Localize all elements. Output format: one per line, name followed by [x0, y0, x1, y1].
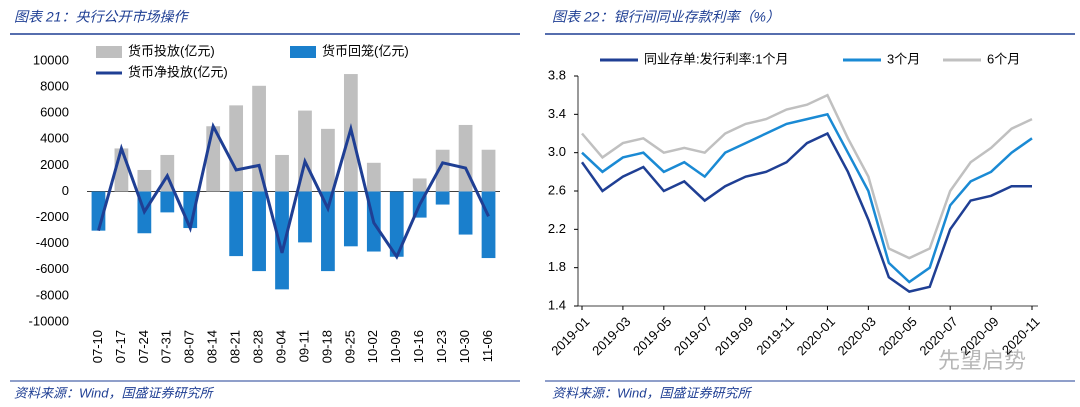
legend-swatch — [96, 46, 122, 58]
y-tick-label: 1.4 — [548, 297, 566, 312]
bar — [229, 191, 244, 257]
x-tick-label: 10-23 — [434, 330, 449, 363]
y-tick-label: 2000 — [40, 157, 69, 172]
x-tick-label: 2020-01 — [794, 314, 838, 358]
x-tick-label: 2019-05 — [630, 314, 674, 358]
bar — [252, 85, 266, 192]
y-tick-label: -4000 — [36, 235, 69, 250]
bar — [343, 191, 358, 247]
bar — [366, 162, 381, 192]
x-tick-label: 09-18 — [319, 330, 334, 363]
y-tick-label: -8000 — [36, 287, 69, 302]
bar — [252, 191, 266, 272]
x-tick-label: 10-16 — [411, 330, 426, 363]
y-tick-label: 6000 — [40, 105, 69, 120]
bar — [481, 191, 496, 259]
y-tick-label: 4000 — [40, 131, 69, 146]
x-tick-label: 2020-05 — [875, 314, 919, 358]
y-tick-label: -10000 — [29, 313, 69, 328]
x-tick-label: 2019-09 — [712, 314, 756, 358]
bar — [481, 149, 496, 192]
x-tick-label: 10-02 — [365, 330, 380, 363]
x-tick-label: 2019-01 — [548, 314, 592, 358]
source: 资料来源：Wind，国盛证券研究所 — [14, 385, 215, 400]
x-tick-label: 08-07 — [182, 330, 197, 363]
bar — [435, 149, 450, 192]
legend-label: 货币净投放(亿元) — [128, 64, 228, 79]
x-tick-label: 07-17 — [113, 330, 128, 363]
y-tick-label: 0 — [62, 183, 69, 198]
y-tick-label: 8000 — [40, 79, 69, 94]
chart-title: 图表 21：央行公开市场操作 — [14, 9, 189, 25]
legend-swatch — [290, 46, 316, 58]
x-tick-label: 10-30 — [457, 330, 472, 363]
y-tick-label: 2.2 — [548, 221, 566, 236]
bar — [321, 128, 335, 192]
legend-label: 3个月 — [887, 51, 920, 66]
chart-title: 图表 22：银行间同业存款利率（%） — [552, 9, 780, 25]
x-tick-label: 11-06 — [480, 330, 495, 362]
bar — [160, 191, 175, 213]
x-tick-label: 09-04 — [273, 330, 288, 363]
bar — [275, 191, 289, 290]
bar — [389, 191, 404, 257]
source: 资料来源：Wind，国盛证券研究所 — [552, 385, 753, 400]
line — [581, 93, 1033, 260]
x-tick-label: 2019-11 — [753, 314, 797, 358]
bar — [321, 191, 335, 272]
y-tick-label: -2000 — [36, 209, 69, 224]
bar — [435, 191, 450, 205]
y-tick-label: 10000 — [33, 52, 69, 67]
bar — [412, 178, 427, 192]
x-tick-label: 08-14 — [205, 330, 220, 363]
bar — [298, 191, 312, 243]
x-tick-label: 07-10 — [90, 330, 105, 363]
legend-label: 同业存单:发行利率:1个月 — [644, 51, 788, 66]
x-tick-label: 10-09 — [388, 330, 403, 363]
y-tick-label: 3.0 — [548, 144, 566, 159]
y-tick-label: 1.8 — [548, 259, 566, 274]
line — [97, 121, 490, 260]
y-tick-label: -6000 — [36, 261, 69, 276]
x-tick-label: 07-31 — [159, 330, 174, 363]
x-tick-label: 08-21 — [228, 330, 243, 363]
bar — [137, 169, 152, 192]
x-tick-label: 09-11 — [296, 330, 311, 362]
legend-label: 6个月 — [987, 51, 1020, 66]
x-tick-label: 08-28 — [251, 330, 266, 363]
y-tick-label: 3.4 — [548, 106, 566, 121]
x-tick-label: 2019-07 — [671, 314, 715, 358]
x-tick-label: 2020-03 — [835, 314, 879, 358]
y-tick-label: 3.8 — [548, 67, 566, 82]
watermark: 先望启势 — [938, 348, 1026, 373]
bar — [229, 105, 244, 192]
bar — [275, 154, 289, 192]
legend-label: 货币回笼(亿元) — [322, 43, 409, 58]
x-tick-label: 09-25 — [342, 330, 357, 363]
x-tick-label: 2019-03 — [589, 314, 633, 358]
y-tick-label: 2.6 — [548, 182, 566, 197]
x-tick-label: 07-24 — [136, 330, 151, 363]
line — [580, 131, 1032, 293]
line — [581, 112, 1033, 284]
legend-label: 货币投放(亿元) — [128, 43, 215, 58]
bar — [458, 191, 473, 235]
